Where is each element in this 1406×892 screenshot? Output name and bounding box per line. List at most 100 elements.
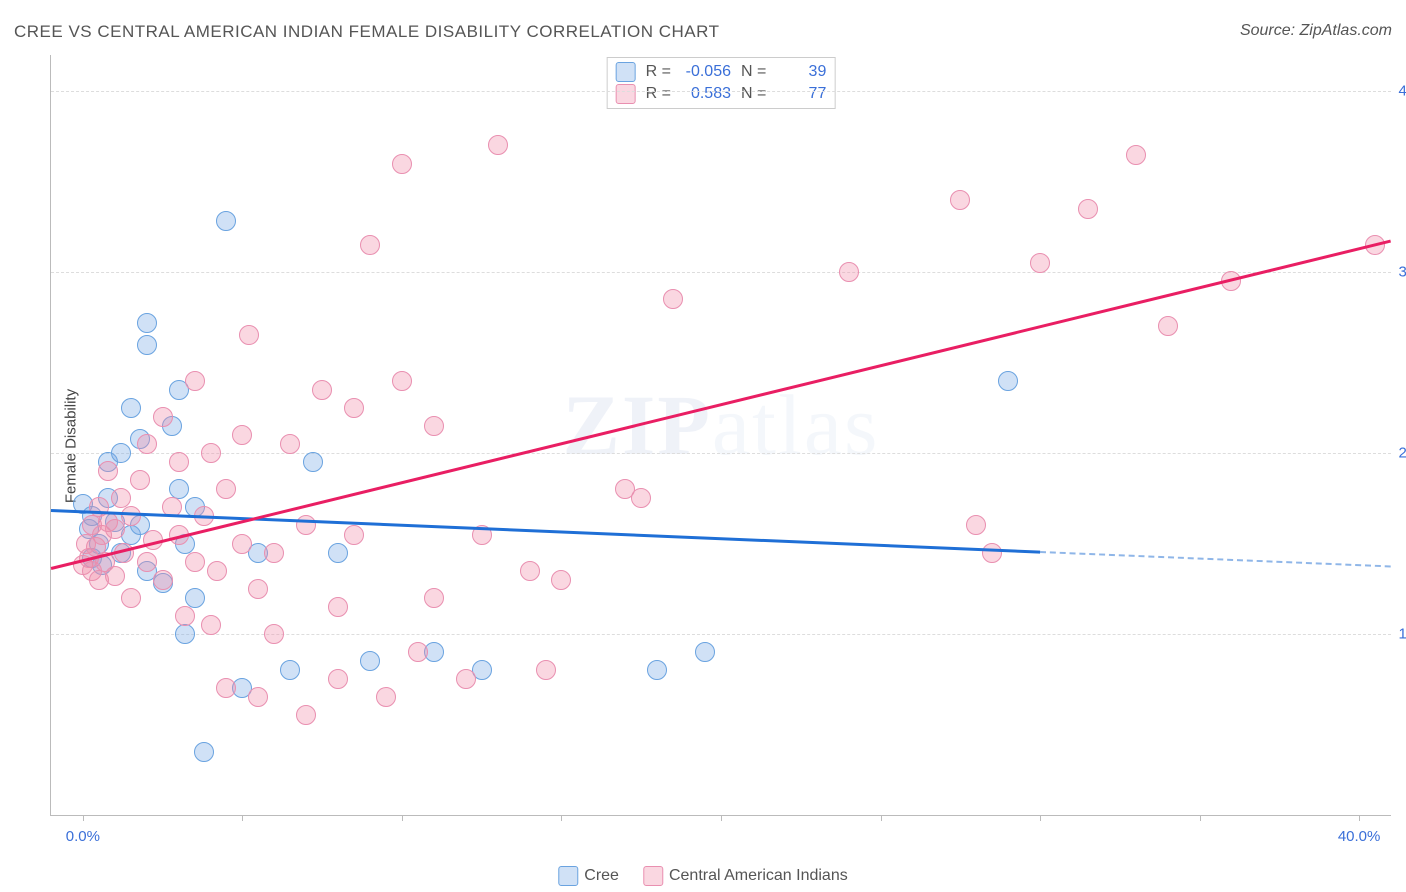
data-point: [982, 543, 1002, 563]
data-point: [950, 190, 970, 210]
data-point: [631, 488, 651, 508]
data-point: [105, 566, 125, 586]
stats-n-label: N =: [741, 63, 766, 81]
data-point: [137, 335, 157, 355]
legend-swatch: [643, 866, 663, 886]
data-point: [264, 624, 284, 644]
x-tick: [242, 815, 243, 821]
data-point: [344, 525, 364, 545]
data-point: [248, 579, 268, 599]
data-point: [408, 642, 428, 662]
source-label: Source: ZipAtlas.com: [1240, 22, 1392, 40]
stats-n-label: N =: [741, 85, 766, 103]
data-point: [360, 651, 380, 671]
data-point: [998, 371, 1018, 391]
x-tick: [881, 815, 882, 821]
x-tick: [1200, 815, 1201, 821]
plot-area: ZIPatlas R =-0.056N =39R =0.583N =77 10.…: [50, 55, 1391, 816]
data-point: [185, 588, 205, 608]
data-point: [1078, 199, 1098, 219]
stats-r-value: 0.583: [681, 85, 731, 103]
stats-n-value: 39: [776, 63, 826, 81]
data-point: [121, 398, 141, 418]
data-point: [207, 561, 227, 581]
legend-label: Central American Indians: [669, 867, 848, 884]
data-point: [1158, 316, 1178, 336]
watermark: ZIPatlas: [563, 375, 880, 475]
stats-legend: R =-0.056N =39R =0.583N =77: [607, 57, 836, 109]
y-tick-label: 10.0%: [1395, 626, 1406, 643]
data-point: [201, 615, 221, 635]
x-tick: [402, 815, 403, 821]
data-point: [216, 479, 236, 499]
y-tick-label: 40.0%: [1395, 83, 1406, 100]
x-tick-label: 40.0%: [1338, 828, 1381, 845]
data-point: [169, 452, 189, 472]
data-point: [344, 398, 364, 418]
data-point: [153, 570, 173, 590]
legend-swatch: [616, 84, 636, 104]
stats-r-value: -0.056: [681, 63, 731, 81]
data-point: [216, 678, 236, 698]
legend-swatch: [558, 866, 578, 886]
watermark-light: atlas: [712, 377, 880, 473]
data-point: [201, 443, 221, 463]
data-point: [194, 742, 214, 762]
x-tick-label: 0.0%: [66, 828, 100, 845]
gridline: [51, 272, 1391, 273]
data-point: [328, 597, 348, 617]
data-point: [111, 443, 131, 463]
legend-item: Central American Indians: [643, 866, 848, 886]
y-tick-label: 30.0%: [1395, 264, 1406, 281]
stats-n-value: 77: [776, 85, 826, 103]
data-point: [966, 515, 986, 535]
data-point: [137, 552, 157, 572]
data-point: [360, 235, 380, 255]
legend-swatch: [616, 62, 636, 82]
gridline: [51, 453, 1391, 454]
data-point: [137, 313, 157, 333]
data-point: [1126, 145, 1146, 165]
x-tick: [561, 815, 562, 821]
chart-container: CREE VS CENTRAL AMERICAN INDIAN FEMALE D…: [0, 0, 1406, 892]
data-point: [175, 624, 195, 644]
data-point: [551, 570, 571, 590]
data-point: [232, 425, 252, 445]
data-point: [280, 434, 300, 454]
data-point: [424, 588, 444, 608]
x-tick: [1359, 815, 1360, 821]
data-point: [536, 660, 556, 680]
data-point: [264, 543, 284, 563]
data-point: [424, 416, 444, 436]
data-point: [663, 289, 683, 309]
x-tick: [1040, 815, 1041, 821]
data-point: [1030, 253, 1050, 273]
gridline: [51, 91, 1391, 92]
data-point: [175, 606, 195, 626]
data-point: [216, 211, 236, 231]
stats-r-label: R =: [646, 63, 671, 81]
gridline: [51, 634, 1391, 635]
data-point: [121, 588, 141, 608]
trend-line: [51, 240, 1392, 570]
bottom-legend: Cree Central American Indians: [558, 866, 847, 886]
data-point: [185, 552, 205, 572]
data-point: [839, 262, 859, 282]
data-point: [239, 325, 259, 345]
data-point: [232, 534, 252, 554]
data-point: [280, 660, 300, 680]
data-point: [392, 154, 412, 174]
data-point: [248, 687, 268, 707]
data-point: [456, 669, 476, 689]
legend-item: Cree: [558, 866, 619, 886]
data-point: [111, 488, 131, 508]
data-point: [137, 434, 157, 454]
data-point: [328, 669, 348, 689]
chart-title: CREE VS CENTRAL AMERICAN INDIAN FEMALE D…: [14, 22, 719, 42]
data-point: [121, 506, 141, 526]
trend-line-extrapolated: [1040, 551, 1391, 567]
data-point: [376, 687, 396, 707]
x-tick: [83, 815, 84, 821]
data-point: [312, 380, 332, 400]
data-point: [98, 461, 118, 481]
